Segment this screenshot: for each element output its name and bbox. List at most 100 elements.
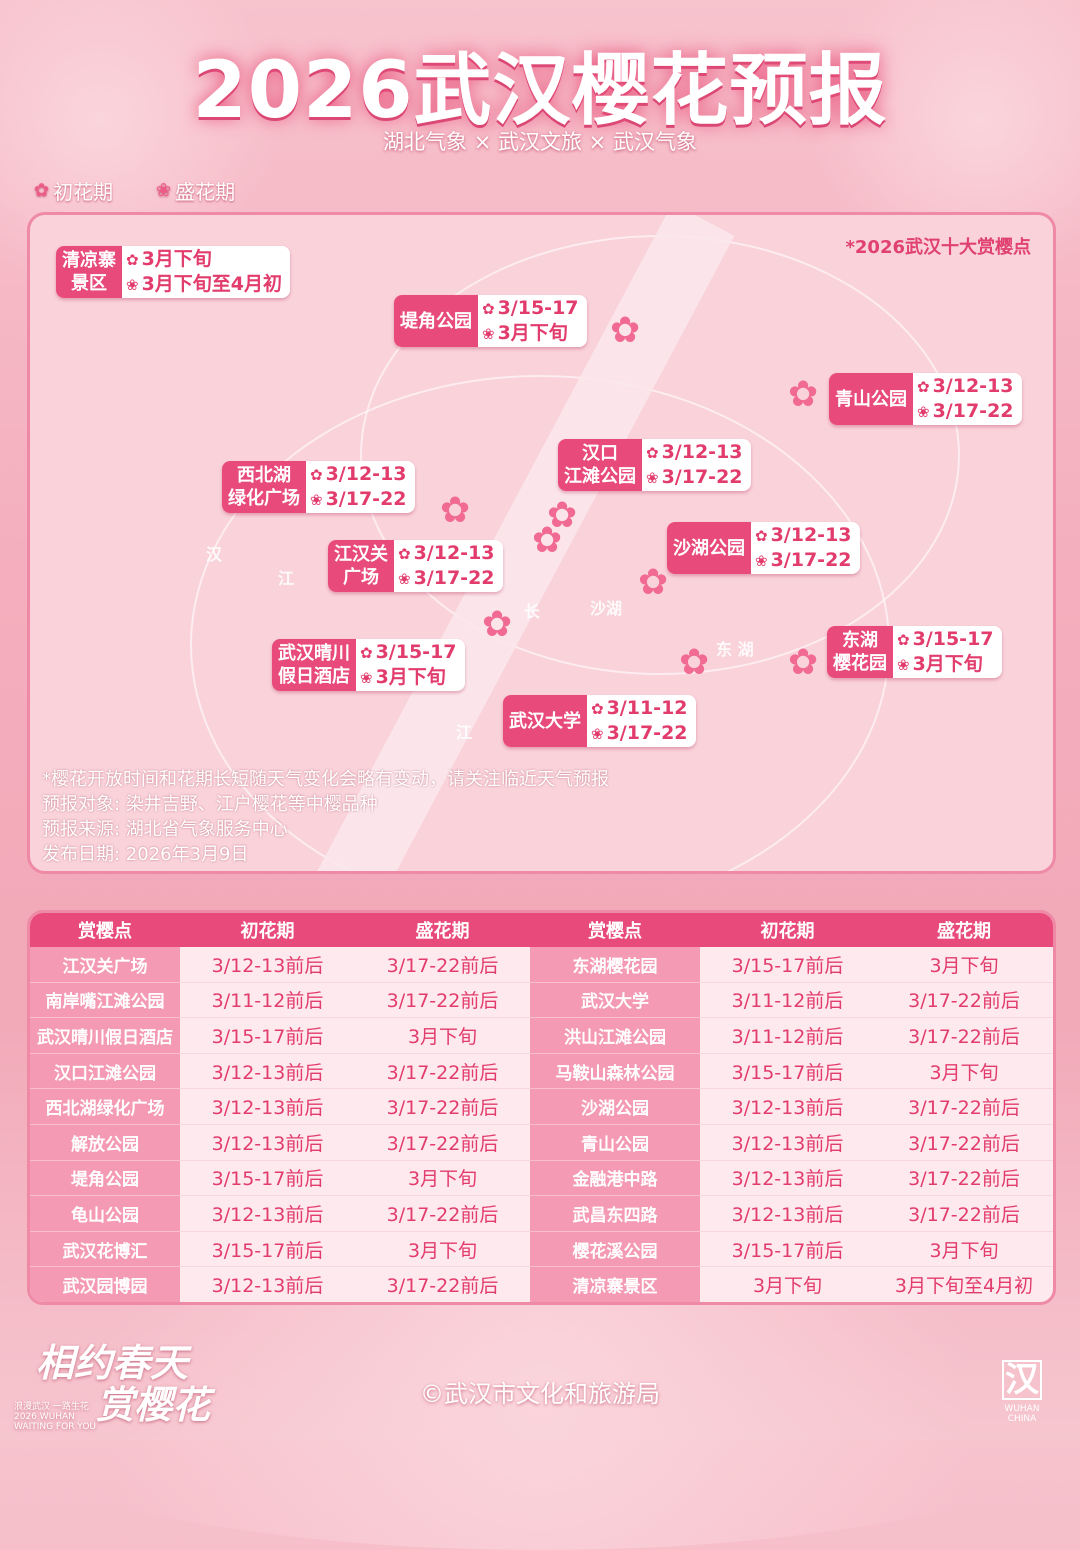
peak-bloom-cell: 3/17-22前后 bbox=[355, 1089, 530, 1125]
cherry-blossom-filled-icon: ❀ bbox=[591, 725, 604, 743]
spot-name: 青山公园 bbox=[829, 373, 913, 425]
early-bloom-cell: 3/15-17前后 bbox=[700, 1054, 875, 1090]
spot-early: 3月下旬 bbox=[141, 248, 212, 270]
spot-peak: 3/17-22 bbox=[325, 488, 407, 510]
table-row: 解放公园 3/12-13前后 3/17-22前后 青山公园 3/12-13前后 3/17-… bbox=[30, 1124, 1053, 1161]
spot-peak: 3月下旬 bbox=[375, 666, 446, 688]
spot-name: 西北湖 绿化广场 bbox=[222, 461, 306, 513]
spot-early: 3/12-13 bbox=[661, 441, 743, 463]
peak-bloom-cell: 3/17-22前后 bbox=[875, 1018, 1053, 1054]
map-spot: 江汉关 广场 ✿ 3/12-13 ❀ 3/17-22 bbox=[328, 540, 503, 592]
peak-bloom-cell: 3月下旬 bbox=[875, 1054, 1053, 1090]
slogan-small: 浪漫武汉 一路生花 2026 WUHAN WAITING FOR YOU bbox=[14, 1402, 96, 1432]
spot-name-cell: 汉口江滩公园 bbox=[30, 1053, 180, 1090]
early-bloom-cell: 3/12-13前后 bbox=[180, 1196, 355, 1232]
legend-label: 初花期 bbox=[53, 180, 114, 204]
peak-bloom-cell: 3月下旬 bbox=[355, 1161, 530, 1197]
map-spot: 武汉晴川 假日酒店 ✿ 3/15-17 ❀ 3月下旬 bbox=[272, 639, 465, 691]
spot-name-cell: 堤角公园 bbox=[30, 1160, 180, 1197]
spot-peak: 3月下旬 bbox=[497, 322, 568, 344]
early-bloom-cell: 3/15-17前后 bbox=[700, 1232, 875, 1268]
cherry-blossom-marker-icon: ✿ bbox=[440, 490, 471, 531]
spot-name-cell: 马鞍山森林公园 bbox=[530, 1053, 700, 1090]
table-row: 江汉关广场 3/12-13前后 3/17-22前后 东湖樱花园 3/15-17前后 3月下… bbox=[30, 947, 1053, 983]
cherry-blossom-filled-icon: ❀ bbox=[482, 325, 495, 343]
header-cell: 赏樱点 bbox=[78, 921, 132, 942]
early-bloom-cell: 3/12-13前后 bbox=[180, 1267, 355, 1302]
cherry-blossom-marker-icon: ✿ bbox=[532, 520, 563, 561]
map-notes: *樱花开放时间和花期长短随天气变化会略有变动，请关注临近天气预报 预报对象: 染… bbox=[42, 767, 609, 867]
map-spot: 堤角公园 ✿ 3/15-17 ❀ 3月下旬 bbox=[394, 295, 587, 347]
cherry-blossom-marker-icon: ✿ bbox=[788, 374, 819, 415]
table-row: 汉口江滩公园 3/12-13前后 3/17-22前后 马鞍山森林公园 3/15-17前后… bbox=[30, 1053, 1053, 1090]
early-bloom-cell: 3/15-17前后 bbox=[180, 1161, 355, 1197]
top10-label: *2026武汉十大赏樱点 bbox=[845, 237, 1031, 258]
cherry-blossom-filled-icon: ❀ bbox=[646, 469, 659, 487]
header-cell: 盛花期 bbox=[415, 921, 470, 942]
slogan-line: 赏樱花 bbox=[96, 1383, 211, 1427]
page-subtitle: 湖北气象 × 武汉文旅 × 武汉气象 bbox=[383, 130, 697, 154]
peak-bloom-cell: 3/17-22前后 bbox=[355, 1054, 530, 1090]
spot-name: 东湖 樱花园 bbox=[827, 626, 893, 678]
cherry-blossom-marker-icon: ✿ bbox=[547, 495, 578, 536]
early-bloom-cell: 3/11-12前后 bbox=[180, 983, 355, 1019]
spot-early: 3/12-13 bbox=[932, 375, 1014, 397]
early-bloom-cell: 3/12-13前后 bbox=[700, 1161, 875, 1197]
spot-name-cell: 樱花溪公园 bbox=[530, 1231, 700, 1268]
spot-peak: 3/17-22 bbox=[661, 466, 743, 488]
legend-peak-bloom: ❀ 盛花期 bbox=[156, 176, 235, 205]
spot-early: 3/12-13 bbox=[325, 463, 407, 485]
note-line: 发布日期: 2026年3月9日 bbox=[42, 844, 249, 865]
early-bloom-cell: 3/11-12前后 bbox=[700, 983, 875, 1019]
peak-bloom-cell: 3/17-22前后 bbox=[355, 983, 530, 1019]
header-cell: 赏樱点 bbox=[588, 921, 642, 942]
early-bloom-cell: 3/15-17前后 bbox=[180, 1232, 355, 1268]
legend-label: 盛花期 bbox=[175, 180, 236, 204]
cherry-blossom-map: *2026武汉十大赏樱点 清凉寨 景区 ✿ 3月下旬 ❀ 3月下旬至4月初 堤角公园 … bbox=[27, 212, 1056, 874]
geo-label: 东 湖 bbox=[716, 640, 754, 659]
geo-label: 沙湖 bbox=[590, 599, 623, 618]
spot-peak: 3/17-22 bbox=[932, 400, 1014, 422]
legend-early-bloom: ✿ 初花期 bbox=[34, 176, 113, 205]
spot-name-cell: 洪山江滩公园 bbox=[530, 1018, 700, 1054]
slogan: 相约春天 赏樱花 浪漫武汉 一路生花 2026 WUHAN WAITING FO… bbox=[14, 1341, 211, 1432]
slogan-line: 相约春天 bbox=[36, 1341, 189, 1385]
cherry-blossom-filled-icon: ❀ bbox=[156, 180, 172, 201]
spot-early: 3/15-17 bbox=[497, 297, 579, 319]
geo-label: 江 bbox=[278, 569, 295, 588]
early-bloom-cell: 3/12-13前后 bbox=[180, 1125, 355, 1161]
spot-name-cell: 金融港中路 bbox=[530, 1160, 700, 1197]
map-spot: 东湖 樱花园 ✿ 3/15-17 ❀ 3月下旬 bbox=[827, 626, 1002, 678]
early-bloom-cell: 3/15-17前后 bbox=[180, 1018, 355, 1054]
spot-name-cell: 武汉花博汇 bbox=[30, 1231, 180, 1268]
early-bloom-cell: 3/12-13前后 bbox=[700, 1125, 875, 1161]
spot-name: 江汉关 广场 bbox=[328, 540, 394, 592]
early-bloom-cell: 3月下旬 bbox=[700, 1267, 875, 1302]
copyright: ©武汉市文化和旅游局 bbox=[420, 1380, 660, 1408]
spot-early: 3/12-13 bbox=[770, 524, 852, 546]
cherry-blossom-outline-icon: ✿ bbox=[897, 631, 910, 649]
spot-name-cell: 武昌东四路 bbox=[530, 1196, 700, 1232]
wuhan-logo: 汉 WUHAN CHINA bbox=[1002, 1360, 1042, 1424]
spot-name-cell: 南岸嘴江滩公园 bbox=[30, 982, 180, 1019]
spot-name-cell: 沙湖公园 bbox=[530, 1089, 700, 1125]
peak-bloom-cell: 3月下旬 bbox=[875, 947, 1053, 983]
table-row: 武汉花博汇 3/15-17前后 3月下旬 樱花溪公园 3/15-17前后 3月下旬 bbox=[30, 1231, 1053, 1268]
cherry-blossom-filled-icon: ❀ bbox=[126, 276, 139, 294]
cherry-blossom-marker-icon: ✿ bbox=[788, 642, 819, 683]
peak-bloom-cell: 3/17-22前后 bbox=[355, 1125, 530, 1161]
spot-name-cell: 青山公园 bbox=[530, 1124, 700, 1161]
early-bloom-cell: 3/12-13前后 bbox=[180, 1054, 355, 1090]
header-cell: 盛花期 bbox=[937, 921, 991, 942]
spot-peak: 3/17-22 bbox=[413, 567, 495, 589]
table-row: 武汉晴川假日酒店 3/15-17前后 3月下旬 洪山江滩公园 3/11-12前后 3/17… bbox=[30, 1018, 1053, 1054]
spot-early: 3/11-12 bbox=[606, 697, 688, 719]
spot-peak: 3月下旬 bbox=[912, 653, 983, 675]
map-spot: 武汉大学 ✿ 3/11-12 ❀ 3/17-22 bbox=[503, 695, 696, 747]
table-header: 赏樱点 初花期 盛花期 赏樱点 初花期 盛花期 bbox=[30, 913, 1053, 947]
geo-label: 汉 bbox=[206, 545, 223, 564]
cherry-blossom-outline-icon: ✿ bbox=[360, 644, 373, 662]
spot-name: 汉口 江滩公园 bbox=[558, 439, 642, 491]
cherry-blossom-filled-icon: ❀ bbox=[897, 656, 910, 674]
cherry-blossom-outline-icon: ✿ bbox=[755, 527, 768, 545]
